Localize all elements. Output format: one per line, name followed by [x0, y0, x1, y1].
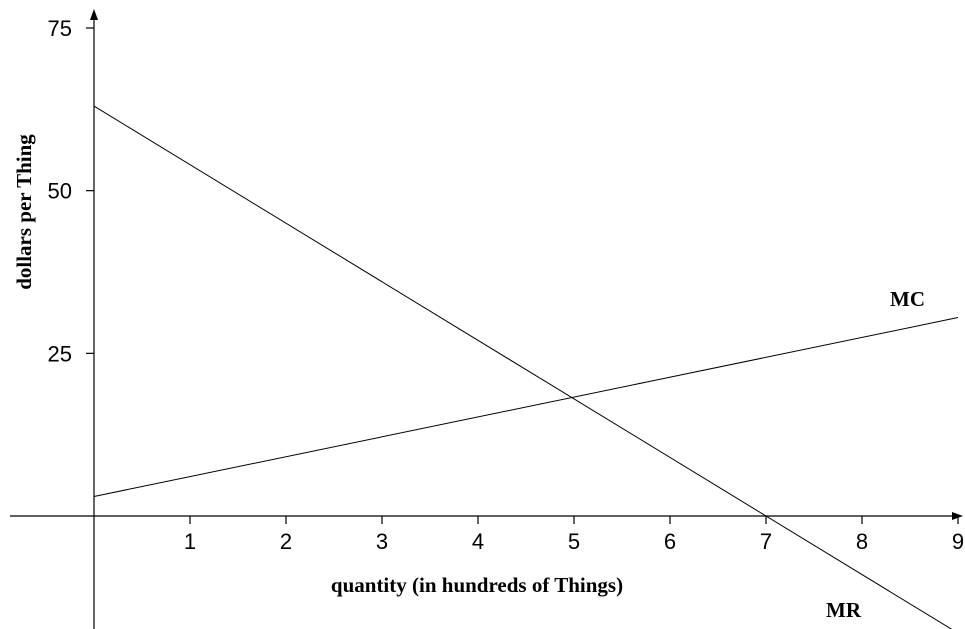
series-label-mc: MC	[890, 287, 925, 311]
x-tick-label: 4	[472, 529, 484, 554]
x-tick-label: 8	[856, 529, 868, 554]
x-tick-label: 9	[952, 529, 964, 554]
x-tick-label: 5	[568, 529, 580, 554]
series-line-mc	[93, 317, 959, 497]
y-tick-label: 25	[48, 341, 72, 366]
y-axis-title: dollars per Thing	[12, 134, 36, 290]
x-tick-label: 1	[184, 529, 196, 554]
series-label-mr: MR	[826, 598, 862, 622]
x-tick-label: 3	[376, 529, 388, 554]
x-axis-title: quantity (in hundreds of Things)	[331, 573, 623, 597]
series-line-mr	[93, 105, 953, 629]
x-tick-label: 7	[760, 529, 772, 554]
y-ticks: 25 50 75	[48, 16, 94, 366]
x-tick-label: 2	[280, 529, 292, 554]
series-lines	[93, 105, 959, 629]
y-tick-label: 75	[48, 16, 72, 41]
x-tick-label: 6	[664, 529, 676, 554]
y-tick-label: 50	[48, 179, 72, 204]
x-ticks: 1 2 3 4 5 6 7 8 9	[184, 516, 964, 554]
y-axis-arrowhead	[90, 9, 98, 20]
